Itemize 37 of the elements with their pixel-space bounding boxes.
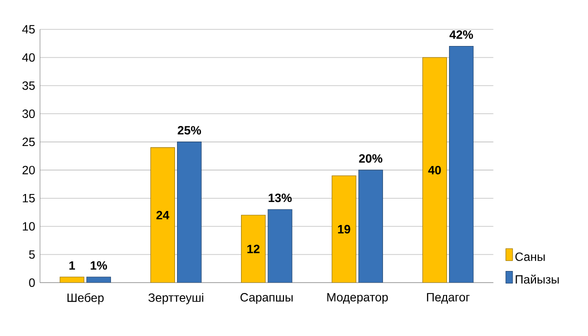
data-label: 40 [428, 166, 441, 174]
legend-label: Пайызы [516, 274, 559, 284]
y-tick-label: 25 [22, 138, 35, 146]
bar [449, 46, 474, 283]
data-label: 12 [247, 244, 260, 254]
bar [150, 147, 175, 283]
x-tick-label: Модератор [327, 293, 388, 304]
x-tick-label: Педагог [427, 293, 470, 304]
y-tick-label: 45 [22, 25, 35, 34]
y-tick-label: 35 [22, 81, 35, 90]
x-tick-label: Сарапшы [240, 293, 293, 304]
bar [241, 214, 266, 283]
data-label: 20% [359, 154, 382, 163]
legend-label: Саны [515, 252, 545, 261]
data-label: 1 [69, 261, 75, 270]
bar [268, 209, 292, 283]
y-tick-label: 10 [22, 222, 35, 231]
y-tick-label: 15 [22, 194, 35, 202]
bar [60, 276, 84, 283]
y-tick-label: 40 [22, 53, 35, 62]
data-label: 13% [268, 194, 292, 202]
y-tick-label: 0 [29, 278, 35, 287]
bar [358, 170, 383, 283]
x-tick-label: Зерттеуші [148, 293, 204, 304]
data-label: 25% [178, 126, 202, 135]
y-tick-label: 30 [22, 110, 35, 118]
bar [177, 142, 202, 283]
data-label: 42% [450, 30, 474, 39]
bar [86, 276, 111, 283]
data-label: 1% [90, 261, 108, 270]
x-tick-label: Шебер [68, 293, 104, 304]
y-tick-label: 5 [29, 250, 35, 259]
bar [422, 57, 447, 283]
y-tick-label: 20 [22, 166, 35, 174]
bar [332, 175, 356, 283]
data-label: 19 [338, 224, 350, 234]
data-label: 24 [156, 210, 170, 220]
